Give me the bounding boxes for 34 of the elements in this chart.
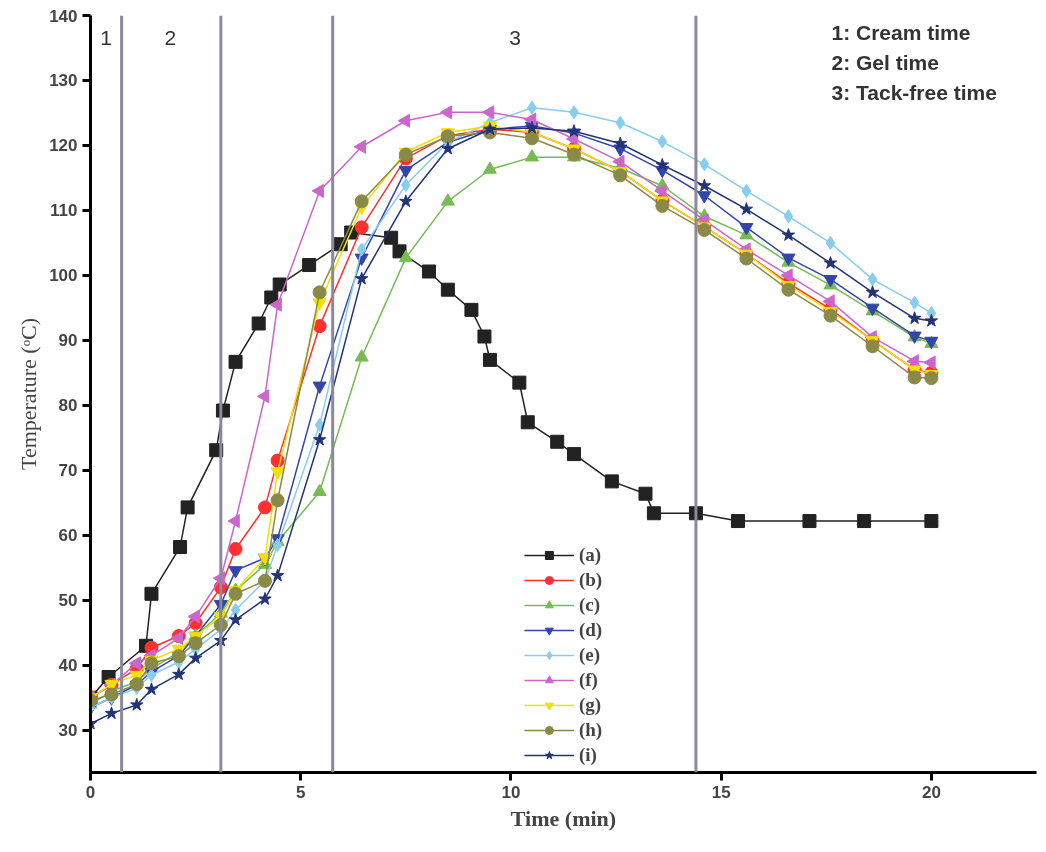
y-tick-label: 50 — [58, 591, 78, 611]
annotation: 2 — [164, 25, 177, 49]
y-tick-label: 140 — [49, 6, 78, 26]
legend-label: (a) — [578, 544, 602, 566]
y-tick-label: 40 — [58, 656, 78, 676]
annotation: 2: Gel time — [831, 50, 939, 74]
x-axis-title: Time (min) — [510, 805, 617, 831]
x-tick-label: 0 — [85, 782, 96, 802]
y-tick-label: 130 — [49, 71, 78, 91]
y-tick-label: 60 — [58, 526, 78, 546]
y-tick-label: 80 — [58, 396, 78, 416]
y-tick-label: 90 — [58, 331, 78, 351]
y-tick-label: 30 — [58, 721, 78, 741]
y-tick-label: 100 — [49, 266, 78, 286]
y-tick-label: 110 — [50, 201, 78, 221]
legend-label: (b) — [578, 569, 603, 591]
legend-label: (c) — [578, 594, 600, 616]
x-tick-label: 20 — [921, 782, 941, 802]
annotation: 3: Tack-free time — [831, 80, 997, 104]
x-tick-label: 10 — [501, 782, 521, 802]
y-axis-title: Temperature (ᵒC) — [16, 317, 42, 470]
y-tick-label: 70 — [58, 461, 78, 481]
legend-label: (g) — [578, 694, 602, 716]
x-tick-label: 15 — [711, 782, 731, 802]
legend-label: (f) — [578, 669, 599, 691]
x-tick-label: 5 — [295, 782, 306, 802]
legend-label: (h) — [578, 719, 603, 741]
annotation: 1: Cream time — [831, 20, 971, 44]
legend-label: (i) — [578, 744, 598, 766]
y-tick-label: 120 — [49, 136, 78, 156]
annotation: 1 — [100, 25, 112, 49]
annotation: 3 — [509, 25, 521, 49]
legend-label: (e) — [578, 644, 600, 666]
legend-label: (d) — [578, 619, 603, 641]
